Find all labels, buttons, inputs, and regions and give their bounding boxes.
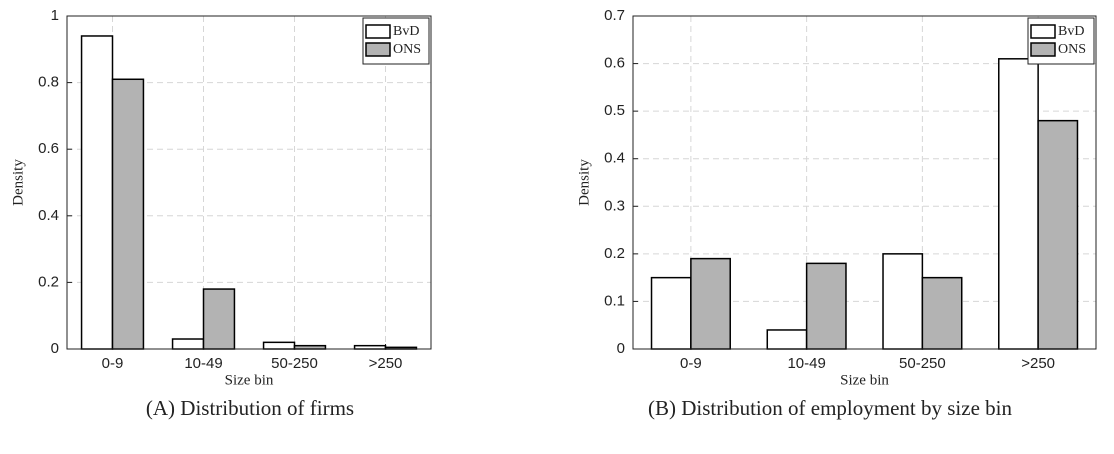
y-tick-label: 0.4: [604, 150, 625, 167]
bar: [80, 35, 114, 350]
y-tick-label: 0.5: [604, 102, 625, 119]
bar: [262, 341, 296, 350]
y-axis-label: Density: [576, 159, 592, 206]
y-tick-label: 0.1: [604, 292, 625, 309]
caption: (B) Distribution of employment by size b…: [648, 396, 1012, 420]
y-tick-label: 0.4: [38, 207, 59, 224]
bar: [805, 262, 847, 350]
legend-label: ONS: [393, 42, 421, 57]
x-tick-label: 10-49: [184, 355, 222, 372]
legend-swatch: [365, 42, 391, 57]
y-tick-label: 0: [617, 340, 625, 357]
bar: [766, 329, 808, 350]
y-tick-label: 0.2: [604, 245, 625, 262]
y-tick-label: 0.7: [604, 7, 625, 24]
bar: [171, 338, 205, 350]
bar: [882, 253, 924, 350]
x-tick-label: >250: [369, 355, 403, 372]
bar: [690, 257, 731, 350]
x-tick-label: 10-49: [787, 355, 825, 372]
y-tick-label: 0.3: [604, 197, 625, 214]
x-tick-label: 0-9: [102, 355, 124, 372]
legend-label: BvD: [393, 24, 419, 39]
bar: [998, 58, 1039, 350]
x-tick-label: 50-250: [899, 355, 946, 372]
y-axis-label: Density: [10, 159, 26, 206]
y-tick-label: 0.6: [38, 140, 59, 157]
x-tick-label: 0-9: [680, 355, 702, 372]
y-tick-label: 0.6: [604, 55, 625, 72]
x-axis-label: Size bin: [225, 372, 274, 388]
legend-label: BvD: [1058, 24, 1084, 39]
legend-swatch: [365, 24, 391, 39]
bar: [111, 78, 145, 350]
legend-swatch: [1030, 42, 1056, 57]
legend-swatch: [1030, 24, 1056, 39]
legend-label: ONS: [1058, 42, 1086, 57]
bar: [921, 276, 963, 350]
axes-frame: [632, 15, 1097, 350]
bar: [202, 288, 236, 350]
y-tick-label: 0.8: [38, 74, 59, 91]
x-tick-label: 50-250: [271, 355, 318, 372]
bar: [650, 276, 692, 350]
x-tick-label: >250: [1021, 355, 1055, 372]
axes-frame: [66, 15, 432, 350]
caption: (A) Distribution of firms: [146, 396, 354, 420]
y-tick-label: 1: [51, 7, 59, 24]
x-axis-label: Size bin: [840, 372, 889, 388]
bar: [1037, 119, 1079, 350]
y-tick-label: 0.2: [38, 273, 59, 290]
y-tick-label: 0: [51, 340, 59, 357]
